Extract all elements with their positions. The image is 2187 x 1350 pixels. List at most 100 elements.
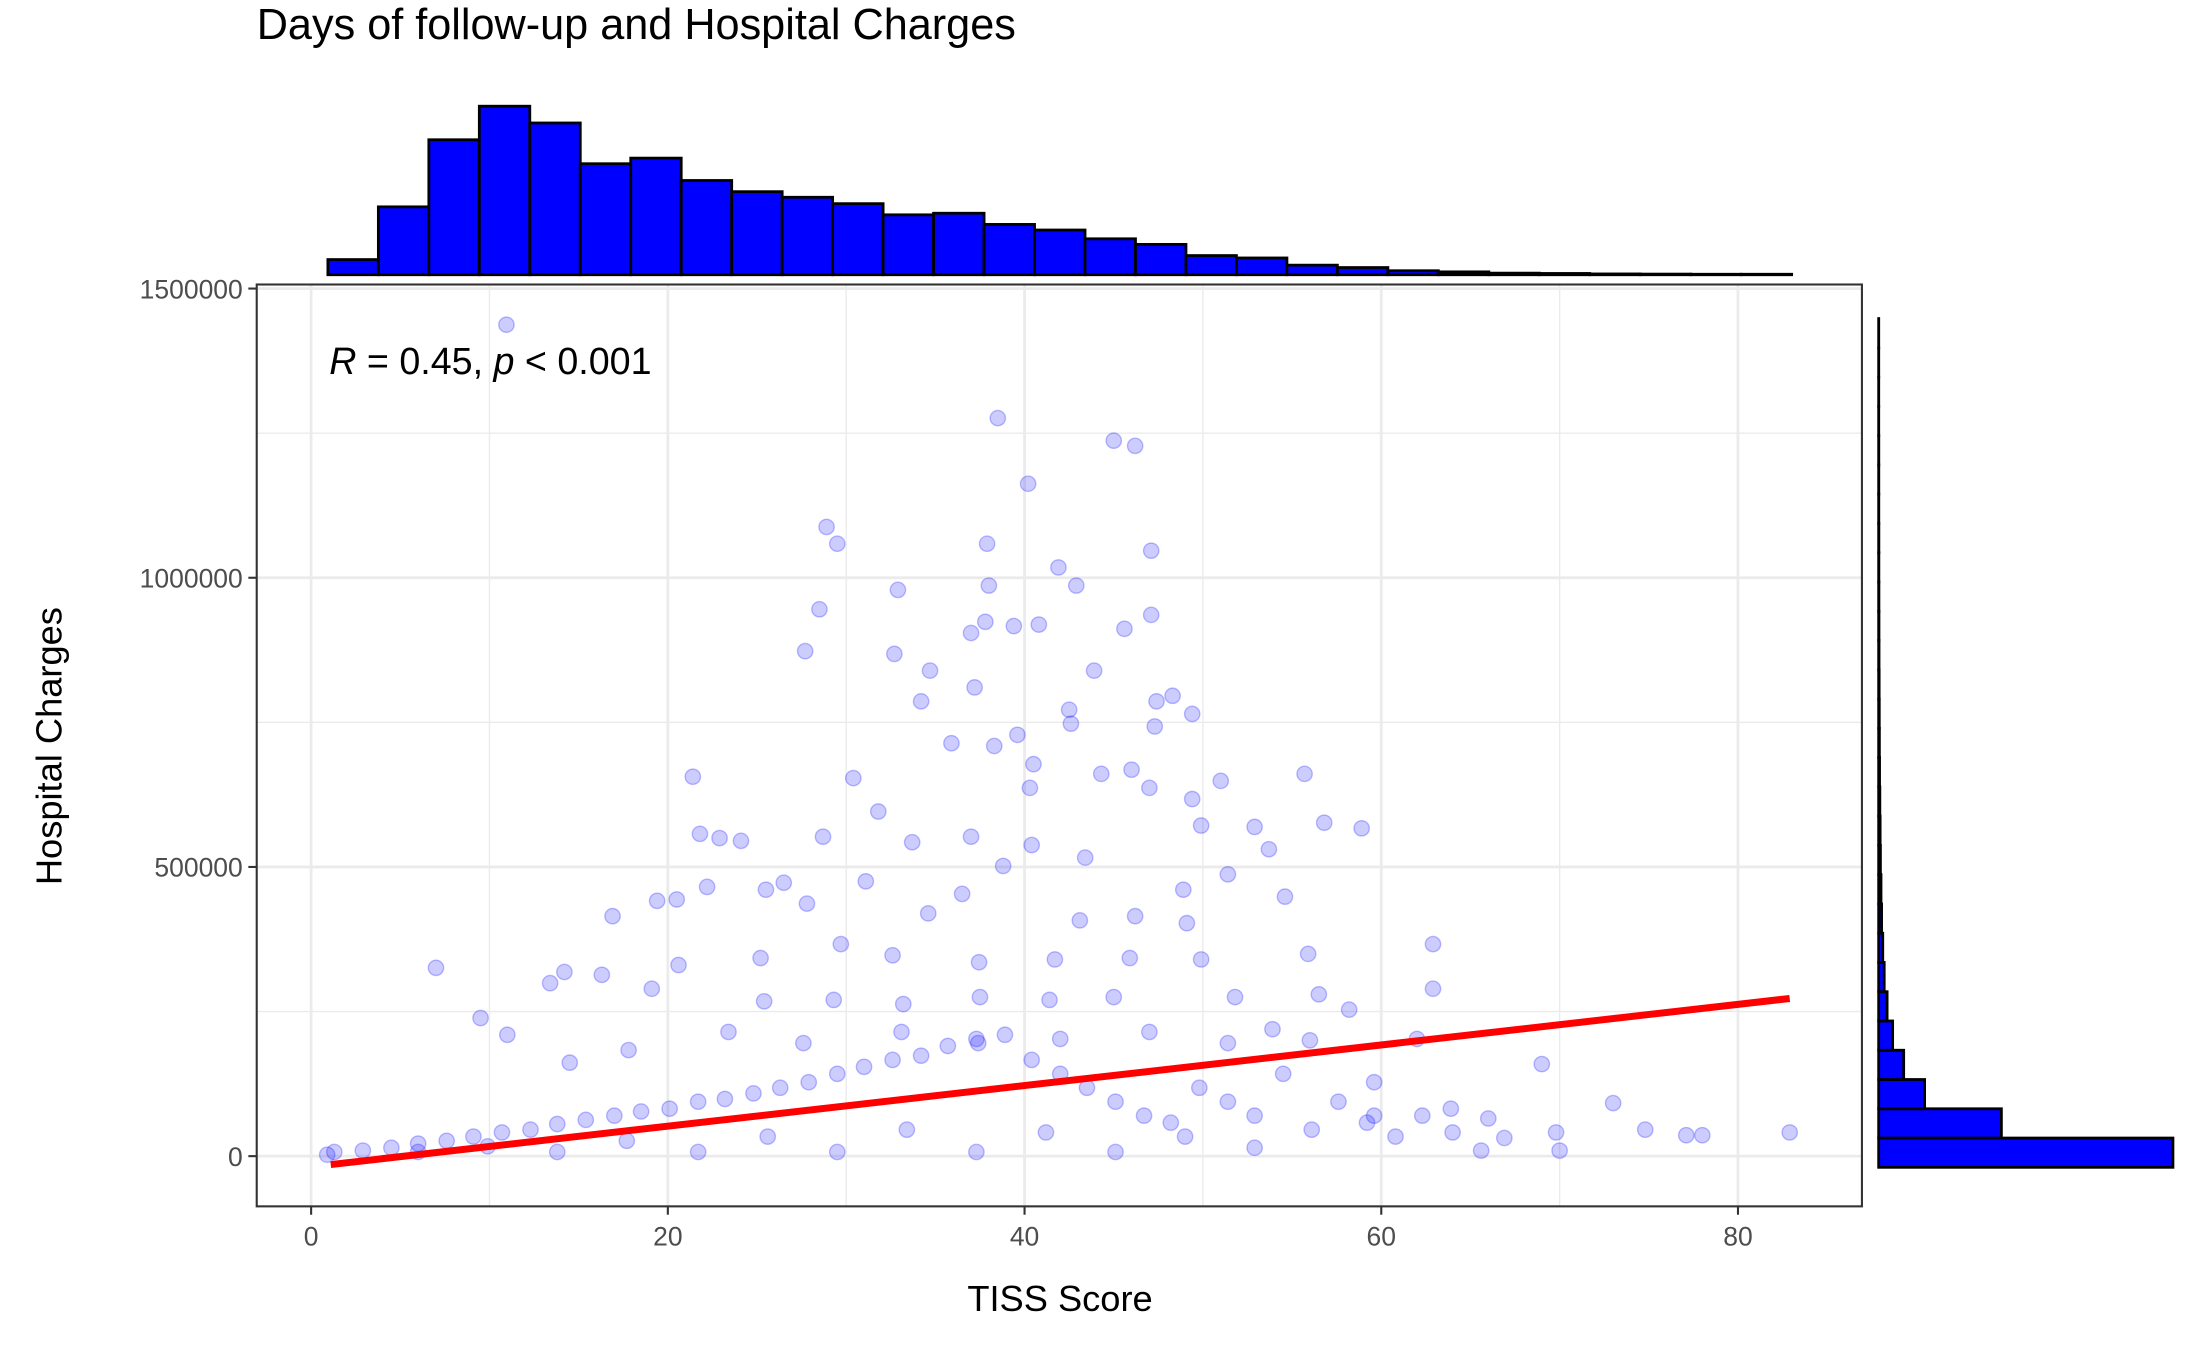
scatter-point	[1547, 1124, 1565, 1141]
y-tick-label: 500000	[154, 853, 242, 883]
scatter-point	[561, 1054, 579, 1072]
scatter-point	[1135, 1107, 1153, 1125]
y-tick-label: 1500000	[140, 274, 243, 304]
scatter-point	[1636, 1121, 1654, 1139]
scatter-point	[889, 581, 907, 599]
scatter-point	[1142, 542, 1160, 560]
scatter-point	[1051, 1030, 1069, 1048]
scatter-point	[1330, 1093, 1347, 1111]
x-histogram-bar	[1083, 237, 1137, 277]
x-histogram-bar	[1033, 228, 1087, 277]
scatter-point	[1126, 907, 1144, 925]
x-histogram-bar	[1134, 242, 1188, 277]
x-tick-label: 80	[1723, 1221, 1752, 1251]
y-tick-label: 0	[228, 1142, 243, 1172]
scatter-point	[994, 857, 1012, 875]
annotation-p: p	[493, 340, 515, 382]
scatter-point	[775, 874, 793, 892]
scatter-point	[325, 1143, 343, 1161]
scatter-point	[814, 828, 832, 846]
trend-line	[330, 995, 1791, 1168]
scatter-point	[689, 1093, 707, 1111]
scatter-point	[869, 803, 887, 820]
scatter-point	[1413, 1107, 1431, 1125]
x-histogram-bar	[730, 190, 784, 277]
scatter-point	[618, 1132, 636, 1150]
scatter-point	[800, 1073, 818, 1091]
scatter-point	[498, 316, 515, 334]
annotation-r: R	[329, 340, 356, 382]
scatter-point	[1021, 779, 1039, 797]
scatter-point	[1060, 701, 1078, 719]
scatter-point	[1276, 888, 1294, 906]
scatter-point	[818, 518, 835, 536]
scatter-point	[1551, 1142, 1568, 1159]
scatter-point	[795, 1034, 812, 1052]
scatter-point	[968, 1143, 985, 1161]
scatter-point	[1178, 914, 1196, 932]
x-histogram-bar	[1184, 254, 1238, 277]
x-histogram-bar	[780, 195, 835, 277]
scatter-point	[971, 988, 989, 1006]
panel-border	[255, 283, 1863, 1208]
scatter-point	[996, 1026, 1014, 1044]
y-histogram-bar	[1877, 1107, 2003, 1140]
scatter-point	[985, 737, 1003, 755]
scatter-point	[825, 991, 843, 1009]
scatter-point	[898, 1121, 916, 1139]
scatter-point	[1604, 1094, 1622, 1112]
scatter-point	[1303, 1121, 1321, 1139]
scatter-point	[1340, 1001, 1358, 1019]
scatter-point	[943, 734, 960, 752]
scatter-point	[1041, 991, 1058, 1009]
scatter-point	[757, 881, 775, 899]
plot-panel	[256, 284, 1862, 1207]
scatter-point	[978, 535, 996, 553]
scatter-point	[1226, 988, 1244, 1006]
scatter-point	[1023, 836, 1041, 854]
y-histogram-bar	[1877, 961, 1886, 994]
scatter-point	[857, 872, 875, 890]
scatter-point	[989, 409, 1007, 427]
scatter-point	[1693, 1126, 1711, 1144]
x-tick-label: 20	[653, 1221, 682, 1251]
scatter-point	[1299, 945, 1317, 963]
scatter-point	[1141, 779, 1158, 797]
scatter-point	[1212, 772, 1230, 790]
scatter-point	[912, 692, 930, 710]
y-histogram-bar	[1877, 1136, 2175, 1169]
scatter-point	[548, 1143, 566, 1161]
scatter-point	[1071, 912, 1089, 929]
scatter-point	[632, 1103, 650, 1120]
scatter-point	[1365, 1107, 1383, 1125]
scatter-point	[1365, 1073, 1383, 1091]
scatter-point	[969, 1034, 987, 1052]
scatter-point	[771, 1079, 789, 1097]
scatter-point	[844, 769, 862, 787]
scatter-point	[1424, 980, 1442, 998]
x-histogram-bar	[1436, 270, 1491, 277]
scatter-point	[1183, 790, 1201, 808]
scatter-point	[1085, 662, 1103, 680]
scatter-point	[493, 1124, 511, 1141]
scatter-point	[577, 1111, 595, 1129]
scatter-point	[691, 825, 709, 843]
scatter-point	[884, 1051, 901, 1069]
annotation-p-text: < 0.001	[514, 340, 651, 382]
x-histogram-bar	[1487, 271, 1541, 277]
scatter-point	[1030, 616, 1048, 633]
scatter-point	[1296, 765, 1313, 783]
scatter-point	[684, 768, 702, 786]
x-histogram-bar	[578, 162, 633, 277]
scatter-point	[1301, 1031, 1319, 1049]
scatter-point	[661, 1100, 678, 1118]
x-histogram-bar	[679, 179, 734, 277]
x-histogram-bar	[427, 138, 481, 277]
y-histogram-bar	[1877, 697, 1881, 730]
chart-title: Days of follow-up and Hospital Charges	[257, 1, 1016, 49]
scatter-point	[966, 679, 983, 696]
x-histogram-bar	[1386, 269, 1440, 277]
scatter-point	[716, 1090, 734, 1108]
scatter-point	[541, 974, 559, 992]
scatter-point	[752, 949, 769, 967]
